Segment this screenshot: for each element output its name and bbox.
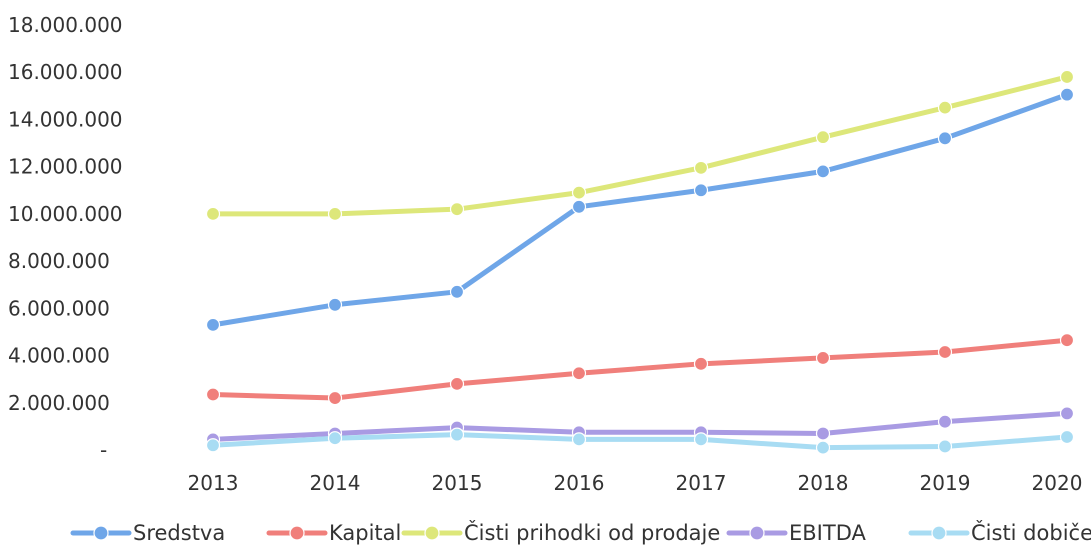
y-tick-label: 12.000.000 [8,155,123,179]
series-group [205,87,1075,332]
y-tick-label: 8.000.000 [8,249,110,273]
x-tick-label: 2017 [676,471,727,495]
x-tick-label: 2018 [798,471,849,495]
legend-label: Kapital [329,521,401,545]
data-point [327,431,343,446]
data-point [1059,406,1075,421]
series-layer [205,69,1075,455]
data-point [571,199,587,214]
data-point [327,390,343,406]
series-line [210,410,1070,442]
legend-item: Sredstva [70,521,225,545]
series-line [210,74,1070,217]
data-point [937,439,953,454]
legend-swatch-marker [931,525,947,541]
data-point [1059,87,1075,102]
y-tick-label: 2.000.000 [8,391,110,415]
data-point [815,130,831,145]
data-point [449,284,465,299]
data-point [693,160,709,175]
x-tick-label: 2019 [920,471,971,495]
data-point [571,185,587,200]
x-tick-label: 2020 [1032,471,1083,495]
series-line [210,337,1070,401]
data-point [205,317,221,332]
data-point [1059,429,1075,445]
data-point [1059,69,1075,85]
legend-item: Čisti dobiček [908,520,1091,545]
series-line [210,432,1070,451]
y-tick-label: 14.000.000 [8,107,123,131]
series-group [205,427,1075,455]
data-point [937,131,953,146]
series-group [205,333,1075,406]
legend-swatch-marker [93,525,109,541]
data-point [449,202,465,217]
data-point [205,438,221,453]
data-point [815,164,831,179]
y-tick-label: 18.000.000 [8,13,123,37]
data-point [1059,333,1075,348]
y-tick-label: - [100,438,107,462]
y-axis: - 2.000.000 4.000.000 6.000.000 8.000.000 10.… [8,13,123,462]
legend-label: Čisti dobiček [971,520,1091,545]
data-point [205,206,221,221]
series-line [210,92,1070,328]
y-tick-label: 6.000.000 [8,296,110,320]
legend-label: EBITDA [789,521,866,545]
legend-swatch-marker [289,525,305,541]
x-axis: 2013 2014 2015 2016 2017 2018 2019 2020 [188,471,1083,495]
legend-item: Kapital [266,521,401,545]
data-point [693,432,709,447]
data-point [571,432,587,447]
legend-swatch-marker [424,525,440,541]
data-point [205,387,221,402]
series-group [205,69,1075,221]
x-tick-label: 2013 [188,471,239,495]
legend-label: Čisti prihodki od prodaje [464,520,720,545]
y-tick-label: 4.000.000 [8,344,110,368]
data-point [449,376,465,391]
legend-item: Čisti prihodki od prodaje [401,520,720,545]
data-point [815,440,831,455]
data-point [937,414,953,429]
legend: Sredstva Kapital Čisti prihodki od prodaje… [70,520,1091,545]
legend-label: Sredstva [133,521,225,545]
data-point [571,366,587,381]
data-point [937,100,953,115]
y-tick-label: 16.000.000 [8,60,123,84]
legend-swatch-marker [749,525,765,541]
data-point [693,356,709,371]
legend-item: EBITDA [726,521,866,545]
x-tick-label: 2015 [432,471,483,495]
y-tick-label: 10.000.000 [8,202,123,226]
data-point [327,297,343,312]
data-point [449,427,465,442]
data-point [693,183,709,198]
data-point [815,426,831,441]
x-tick-label: 2014 [310,471,361,495]
data-point [937,344,953,360]
data-point [327,206,343,221]
data-point [815,350,831,366]
x-tick-label: 2016 [554,471,605,495]
